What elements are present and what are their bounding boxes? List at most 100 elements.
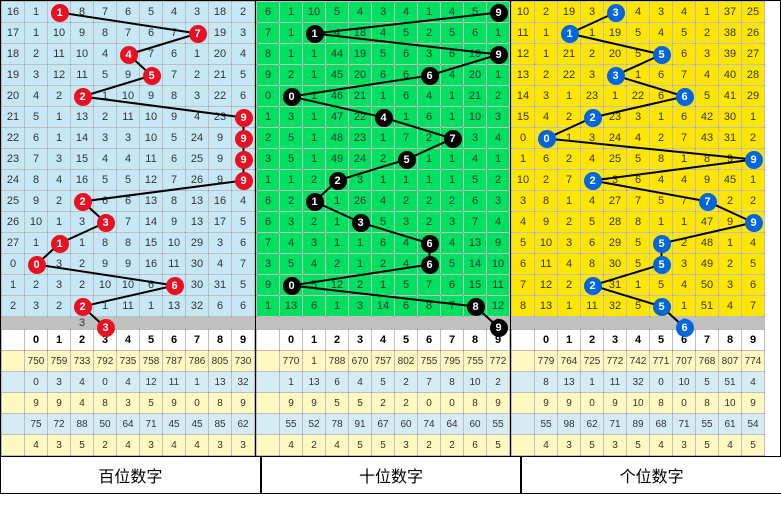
cell: 4 xyxy=(627,2,650,23)
sum-cell: 5 xyxy=(372,435,395,456)
sum-cell: 0 xyxy=(186,393,209,414)
sum-cell: 5 xyxy=(140,393,163,414)
cell: 5 xyxy=(94,170,117,191)
cell: 2 xyxy=(719,254,742,275)
cell: 1 xyxy=(25,2,48,23)
cell: 4 xyxy=(395,254,418,275)
cell: 1 xyxy=(418,170,441,191)
cell: 6 xyxy=(464,191,487,212)
cell: 11 xyxy=(117,107,140,128)
cell: 14 xyxy=(512,86,535,107)
cell: 47 xyxy=(326,107,349,128)
sum-lead xyxy=(512,414,535,435)
sum-cell: 8 xyxy=(535,372,558,393)
cell: 4 xyxy=(25,86,48,107)
cell: 26 xyxy=(349,191,372,212)
hdr-digit: 4 xyxy=(372,330,395,351)
cell: 21 xyxy=(558,44,581,65)
cell xyxy=(535,317,558,330)
cell: 22 xyxy=(2,128,25,149)
cell: 0 xyxy=(2,254,25,275)
cell: 8 xyxy=(94,23,117,44)
sum-cell: 772 xyxy=(604,351,627,372)
sum-cell: 0 xyxy=(25,372,48,393)
sum-cell: 770 xyxy=(280,351,303,372)
sum-cell: 9 xyxy=(25,393,48,414)
cell: 6 xyxy=(395,86,418,107)
sum-cell: 4 xyxy=(186,435,209,456)
cell: 2 xyxy=(71,254,94,275)
cell: 2 xyxy=(558,212,581,233)
cell: 7 xyxy=(395,128,418,149)
cell: 5 xyxy=(464,2,487,23)
cell: 7 xyxy=(441,296,464,317)
cell: 6 xyxy=(232,86,255,107)
cell: 4 xyxy=(535,107,558,128)
cell: 6 xyxy=(257,191,280,212)
cell: 10 xyxy=(71,44,94,65)
cell: 5 xyxy=(232,212,255,233)
mark-ball: 4 xyxy=(120,46,138,64)
cell: 7 xyxy=(512,275,535,296)
hdr-digit: 7 xyxy=(441,330,464,351)
cell: 1 xyxy=(673,149,696,170)
cell: 2 xyxy=(257,128,280,149)
sum-cell: 779 xyxy=(535,351,558,372)
cell xyxy=(209,317,232,330)
mark-ball: 2 xyxy=(584,172,602,190)
cell xyxy=(719,317,742,330)
cell: 3 xyxy=(418,44,441,65)
cell: 4 xyxy=(303,254,326,275)
cell: 10 xyxy=(512,2,535,23)
sum-lead xyxy=(257,414,280,435)
sum-cell: 5 xyxy=(696,372,719,393)
sum-cell: 71 xyxy=(673,414,696,435)
sum-cell: 788 xyxy=(326,351,349,372)
cell: 6 xyxy=(25,128,48,149)
cell: 2 xyxy=(558,275,581,296)
sum-cell: 0 xyxy=(673,393,696,414)
cell: 26 xyxy=(186,170,209,191)
cell: 1 xyxy=(487,23,510,44)
hdr-digit: 9 xyxy=(742,330,765,351)
sum-cell: 6 xyxy=(464,435,487,456)
cell: 7 xyxy=(673,65,696,86)
cell: 2 xyxy=(650,128,673,149)
mark-ball: 5 xyxy=(653,235,671,253)
sum-cell: 10 xyxy=(464,372,487,393)
mark-ball: 3 xyxy=(97,319,115,337)
cell: 2 xyxy=(349,275,372,296)
cell: 48 xyxy=(326,128,349,149)
cell: 41 xyxy=(719,86,742,107)
sum-cell: 3 xyxy=(558,435,581,456)
cell: 9 xyxy=(719,212,742,233)
cell: 16 xyxy=(140,254,163,275)
sum-cell: 2 xyxy=(372,393,395,414)
cell: 19 xyxy=(2,65,25,86)
cell: 6 xyxy=(303,296,326,317)
sum-cell: 13 xyxy=(209,372,232,393)
cell: 3 xyxy=(349,170,372,191)
cell xyxy=(418,317,441,330)
cell: 1 xyxy=(303,65,326,86)
cell: 6 xyxy=(117,2,140,23)
hdr-digit: 0 xyxy=(535,330,558,351)
cell: 5 xyxy=(232,65,255,86)
cell: 3 xyxy=(673,254,696,275)
sum-cell: 45 xyxy=(163,414,186,435)
cell: 2 xyxy=(418,191,441,212)
sum-cell: 3 xyxy=(48,435,71,456)
cell: 12 xyxy=(140,170,163,191)
cell: 16 xyxy=(209,191,232,212)
cell: 2 xyxy=(71,275,94,296)
sum-cell: 3 xyxy=(209,435,232,456)
cell: 25 xyxy=(2,191,25,212)
cell: 20 xyxy=(464,65,487,86)
cell: 5 xyxy=(696,86,719,107)
sum-cell: 8 xyxy=(650,393,673,414)
cell xyxy=(257,317,280,330)
sum-lead xyxy=(512,393,535,414)
cell: 5 xyxy=(140,2,163,23)
sum-cell: 9 xyxy=(558,393,581,414)
cell: 4 xyxy=(117,149,140,170)
